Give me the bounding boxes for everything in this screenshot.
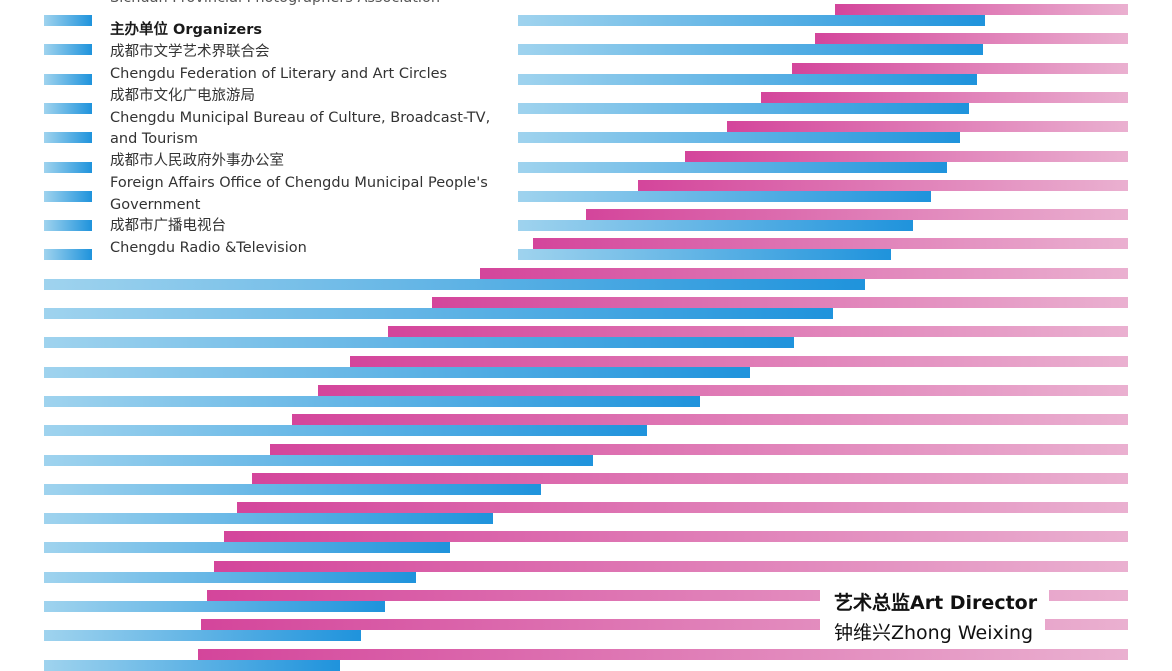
blue-stripe [518,220,913,231]
art-director-name: 钟维兴Zhong Weixing [820,618,1046,645]
pink-stripe [638,180,1128,191]
pink-stripe [207,590,1128,601]
blue-stripe [44,15,92,26]
blue-stripe [44,74,92,85]
blue-stripe [44,249,92,260]
blue-stripe [518,249,891,260]
blue-stripe [518,162,947,173]
blue-stripe [518,103,969,114]
blue-stripe [44,103,92,114]
pink-stripe [727,121,1128,132]
blue-stripe [44,162,92,173]
pink-stripe [237,502,1128,513]
blue-stripe [44,396,700,407]
organizers-title: 主办单位 Organizers [110,22,263,38]
pink-stripe [214,561,1128,572]
blue-stripe [44,484,541,495]
pink-stripe [835,4,1128,15]
pink-stripe [792,63,1128,74]
organizer-line: 成都市文化广电旅游局 [110,88,255,104]
blue-stripe [44,630,361,641]
pink-stripe [198,649,1128,660]
pink-stripe [586,209,1128,220]
organizer-line: Foreign Affairs Office of Chengdu Munici… [110,175,488,191]
organizer-line: 成都市人民政府外事办公室 [110,153,284,169]
blue-stripe [44,337,794,348]
blue-stripe [518,191,931,202]
blue-stripe [44,220,92,231]
blue-stripe [44,132,92,143]
organizer-line: and Tourism [110,131,199,147]
blue-stripe [44,367,750,378]
pink-stripe [318,385,1128,396]
organizer-line: 成都市广播电视台 [110,218,226,234]
pink-stripe [224,531,1128,542]
pink-stripe [252,473,1128,484]
organizer-line: 成都市文学艺术界联合会 [110,44,270,60]
blue-stripe [518,15,985,26]
pink-stripe [270,444,1128,455]
blue-stripe [44,660,340,671]
pink-stripe [388,326,1128,337]
blue-stripe [518,44,983,55]
pink-stripe [533,238,1128,249]
header-partial-text: Sichuan Provincial Photographers Associa… [110,0,440,8]
art-director-title: 艺术总监Art Director [820,588,1050,615]
blue-stripe [44,601,385,612]
blue-stripe [44,455,593,466]
blue-stripe [44,425,647,436]
organizer-line: Government [110,197,201,213]
pink-stripe [815,33,1128,44]
blue-stripe [44,542,450,553]
blue-stripe [44,44,92,55]
blue-stripe [518,74,977,85]
pink-stripe [201,619,1128,630]
pink-stripe [685,151,1128,162]
blue-stripe [518,132,960,143]
pink-stripe [761,92,1128,103]
blue-stripe [44,191,92,202]
pink-stripe [292,414,1128,425]
organizer-line: Chengdu Federation of Literary and Art C… [110,66,448,82]
organizer-line: Chengdu Radio &Television [110,240,307,256]
pink-stripe [432,297,1128,308]
blue-stripe [44,279,865,290]
blue-stripe [44,572,416,583]
pink-stripe [480,268,1128,279]
organizer-line: Chengdu Municipal Bureau of Culture, Bro… [110,110,491,126]
pink-stripe [350,356,1128,367]
blue-stripe [44,308,833,319]
blue-stripe [44,513,493,524]
